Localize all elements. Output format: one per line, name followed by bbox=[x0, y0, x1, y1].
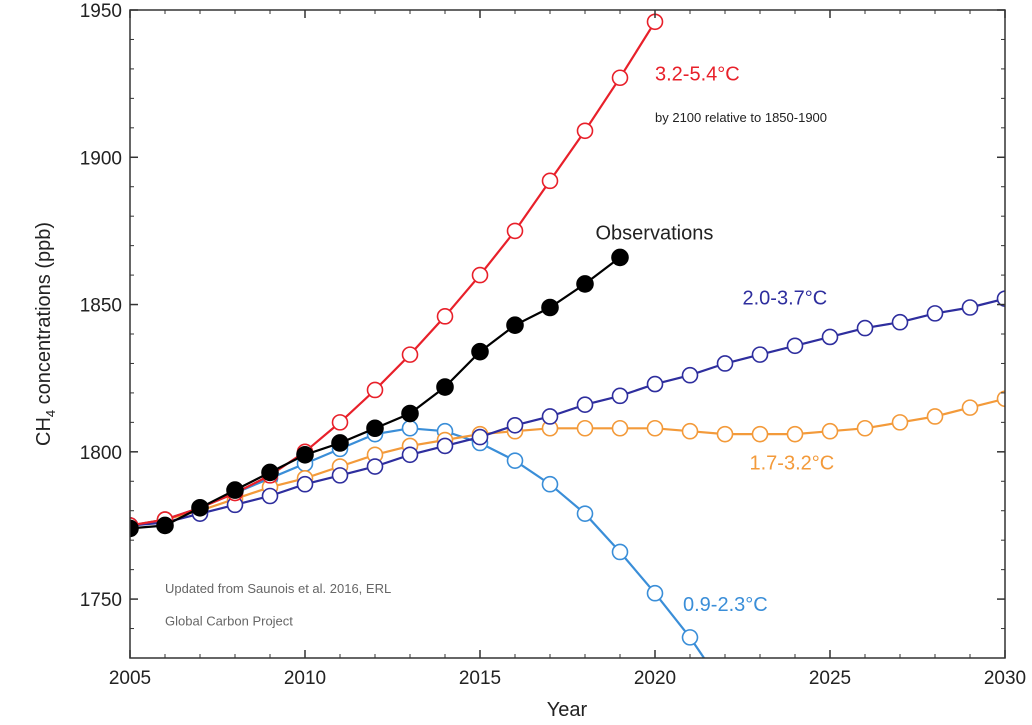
y-axis-title-sub: 4 bbox=[43, 410, 58, 417]
annotation-label: Updated from Saunois et al. 2016, ERL bbox=[165, 581, 391, 596]
data-point-series-4 bbox=[506, 452, 524, 469]
data-point-series-0 bbox=[366, 381, 384, 399]
data-point-series-2 bbox=[576, 396, 594, 413]
data-point-observations bbox=[541, 298, 559, 317]
data-point-series-2 bbox=[856, 319, 874, 337]
data-point-observations bbox=[156, 516, 174, 535]
data-point-series-2 bbox=[786, 337, 804, 355]
annotation-layer: 3.2-5.4°C by 2100 relative to 1850-1900 Ob… bbox=[165, 64, 834, 629]
data-point-series-4 bbox=[576, 505, 594, 522]
data-point-series-3 bbox=[611, 419, 629, 437]
data-point-series-2 bbox=[436, 437, 454, 455]
data-point-series-2 bbox=[401, 446, 419, 464]
data-point-observations bbox=[366, 419, 384, 438]
x-tick-label: 2005 bbox=[109, 668, 151, 689]
data-point-observations bbox=[261, 463, 279, 482]
data-point-series-3 bbox=[786, 425, 804, 443]
annotation-label: 3.2-5.4°C bbox=[655, 64, 740, 86]
data-point-series-2 bbox=[471, 428, 489, 446]
y-tick-label: 1800 bbox=[80, 443, 122, 464]
series-line-series-3 bbox=[130, 397, 1005, 527]
data-point-series-3 bbox=[681, 422, 699, 440]
data-point-series-2 bbox=[926, 305, 944, 322]
series-line-series-2 bbox=[130, 297, 1005, 527]
data-point-series-3 bbox=[856, 419, 874, 437]
data-point-observations bbox=[471, 342, 489, 361]
data-point-observations bbox=[401, 404, 419, 423]
data-point-series-4 bbox=[681, 629, 699, 646]
x-tick-label: 2010 bbox=[284, 668, 326, 689]
annotation-label: by 2100 relative to 1850-1900 bbox=[655, 110, 827, 125]
data-point-series-2 bbox=[891, 313, 909, 331]
data-point-series-0 bbox=[471, 266, 489, 284]
annotation-label: 0.9-2.3°C bbox=[683, 594, 768, 616]
data-point-series-0 bbox=[506, 222, 524, 240]
x-tick-label: 2025 bbox=[809, 668, 851, 689]
x-tick-label: 2030 bbox=[984, 668, 1026, 689]
annotation-label: Observations bbox=[596, 223, 714, 245]
plot-frame bbox=[129, 9, 1006, 659]
data-point-observations bbox=[611, 248, 629, 267]
data-point-series-3 bbox=[751, 425, 769, 443]
y-axis-title: CH4 concentrations (ppb) bbox=[33, 222, 58, 446]
data-point-series-3 bbox=[926, 408, 944, 425]
data-point-series-2 bbox=[261, 487, 279, 505]
data-point-series-2 bbox=[961, 299, 979, 316]
data-point-observations bbox=[331, 434, 349, 452]
data-point-series-2 bbox=[611, 387, 629, 405]
data-point-series-3 bbox=[961, 399, 979, 416]
tick-layer: 2005 2010 2015 2020 2025 2030 1750 1800 1850 1900… bbox=[80, 1, 1026, 689]
data-point-observations bbox=[226, 481, 244, 499]
y-axis-title-rest: concentrations (ppb) bbox=[33, 222, 55, 410]
data-point-series-2 bbox=[681, 366, 699, 384]
data-point-series-2 bbox=[331, 467, 349, 484]
data-point-series-2 bbox=[506, 417, 524, 434]
data-point-series-4 bbox=[401, 419, 419, 437]
data-point-series-0 bbox=[436, 308, 454, 325]
data-point-observations bbox=[130, 519, 139, 538]
data-point-series-0 bbox=[576, 122, 594, 140]
data-point-series-2 bbox=[541, 408, 559, 425]
data-point-series-3 bbox=[576, 419, 594, 437]
y-tick-label: 1900 bbox=[80, 148, 122, 169]
series-layer bbox=[130, 13, 1005, 658]
y-tick-label: 1750 bbox=[80, 590, 122, 611]
data-point-series-0 bbox=[401, 346, 419, 363]
annotation-label: 1.7-3.2°C bbox=[750, 452, 835, 474]
data-point-series-2 bbox=[296, 475, 314, 493]
data-point-series-3 bbox=[891, 414, 909, 431]
x-axis-title: Year bbox=[547, 699, 588, 721]
data-point-series-4 bbox=[646, 584, 664, 602]
data-point-observations bbox=[576, 275, 594, 293]
data-point-series-3 bbox=[646, 419, 664, 437]
data-point-series-2 bbox=[751, 346, 769, 363]
data-point-series-2 bbox=[646, 375, 664, 393]
data-point-observations bbox=[191, 498, 209, 517]
y-tick-label: 1850 bbox=[80, 296, 122, 317]
data-point-series-0 bbox=[541, 172, 559, 190]
data-point-series-4 bbox=[611, 543, 629, 561]
y-tick-label: 1950 bbox=[80, 1, 122, 22]
x-tick-label: 2015 bbox=[459, 668, 501, 689]
data-point-observations bbox=[506, 316, 524, 334]
data-point-observations bbox=[296, 445, 314, 464]
data-point-series-2 bbox=[996, 290, 1005, 307]
data-point-series-2 bbox=[716, 355, 734, 372]
data-point-series-4 bbox=[541, 475, 559, 493]
data-point-series-2 bbox=[821, 328, 839, 346]
data-point-series-2 bbox=[366, 458, 384, 475]
data-point-series-3 bbox=[821, 422, 839, 440]
data-point-series-3 bbox=[996, 390, 1005, 408]
annotation-label: 2.0-3.7°C bbox=[743, 288, 828, 310]
annotation-label: Global Carbon Project bbox=[165, 614, 293, 629]
data-point-observations bbox=[436, 378, 454, 396]
data-point-series-0 bbox=[331, 414, 349, 431]
series-line-series-0 bbox=[130, 21, 656, 527]
data-point-series-3 bbox=[716, 425, 734, 443]
data-point-series-0 bbox=[611, 69, 629, 87]
y-axis-title-main: CH bbox=[33, 417, 55, 446]
x-tick-label: 2020 bbox=[634, 668, 676, 689]
